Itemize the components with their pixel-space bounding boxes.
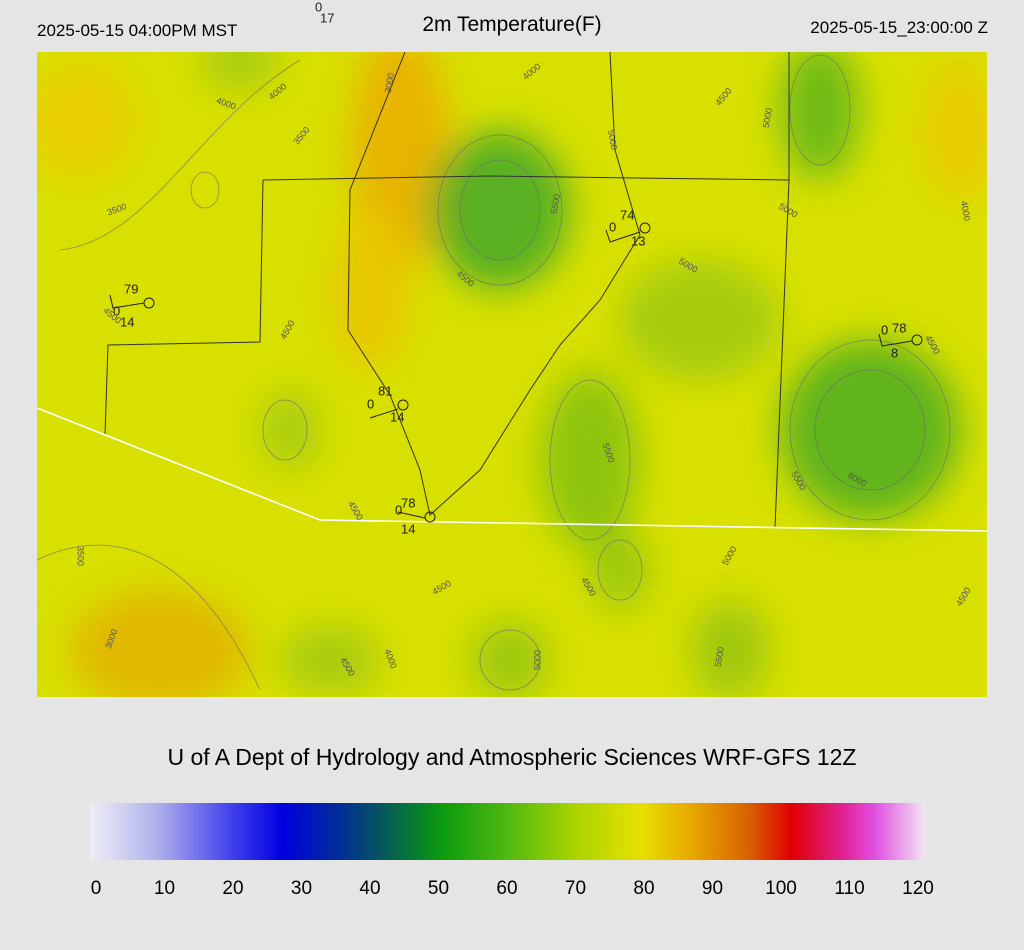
timestamp-local: 2025-05-15 04:00PM MST [37, 21, 237, 40]
colorbar-tick-label: 90 [702, 878, 723, 899]
map-title: 2m Temperature(F) [422, 13, 601, 36]
colorbar-tick-label: 30 [291, 878, 312, 899]
colorbar-tick-label: 110 [834, 878, 864, 899]
colorbar-tick-label: 0 [91, 878, 102, 899]
station-dew: 0 [395, 502, 402, 517]
colorbar-tick-label: 60 [496, 878, 517, 899]
station-wind: 14 [401, 521, 415, 536]
contour-label: 5000 [606, 129, 619, 150]
station-dew: 0 [609, 219, 616, 234]
station-dew: 0 [881, 322, 888, 337]
station-dew: 0 [367, 396, 374, 411]
station-dew: 0 [315, 0, 322, 14]
station-dew: 0 [113, 303, 120, 318]
colorbar-tick-label: 10 [154, 878, 175, 899]
map [37, 52, 987, 697]
colorbar-tick-label: 40 [359, 878, 380, 899]
colorbar-tick-label: 50 [428, 878, 449, 899]
colorbar [90, 803, 925, 860]
contour-label: 3000 [383, 72, 396, 93]
station-wind: 8 [891, 345, 898, 360]
station-wind: 13 [631, 233, 645, 248]
colorbar-tick-label: 120 [902, 878, 934, 899]
contour-label: 5000 [761, 107, 774, 128]
station-temp: 79 [124, 281, 138, 296]
station-wind: 14 [390, 409, 404, 424]
station-value: 17 [320, 10, 334, 25]
station-temp: 81 [378, 383, 392, 398]
contour-label: 3500 [76, 546, 86, 566]
station-temp: 78 [892, 320, 906, 335]
station-wind: 14 [120, 314, 134, 329]
contour-label: 5500 [713, 646, 726, 667]
colorbar-tick-label: 100 [765, 878, 797, 899]
credit: U of A Dept of Hydrology and Atmospheric… [167, 744, 856, 770]
station-temp: 78 [401, 495, 415, 510]
colorbar-tick-label: 70 [565, 878, 586, 899]
contour-label: 5500 [549, 193, 562, 214]
contour-label: 4000 [959, 200, 972, 221]
contour-label: 5000 [532, 650, 542, 670]
timestamp-utc: 2025-05-15_23:00:00 Z [810, 18, 988, 37]
colorbar-tick-label: 80 [633, 878, 654, 899]
station-temp: 74 [620, 207, 634, 222]
colorbar-tick-label: 20 [222, 878, 243, 899]
